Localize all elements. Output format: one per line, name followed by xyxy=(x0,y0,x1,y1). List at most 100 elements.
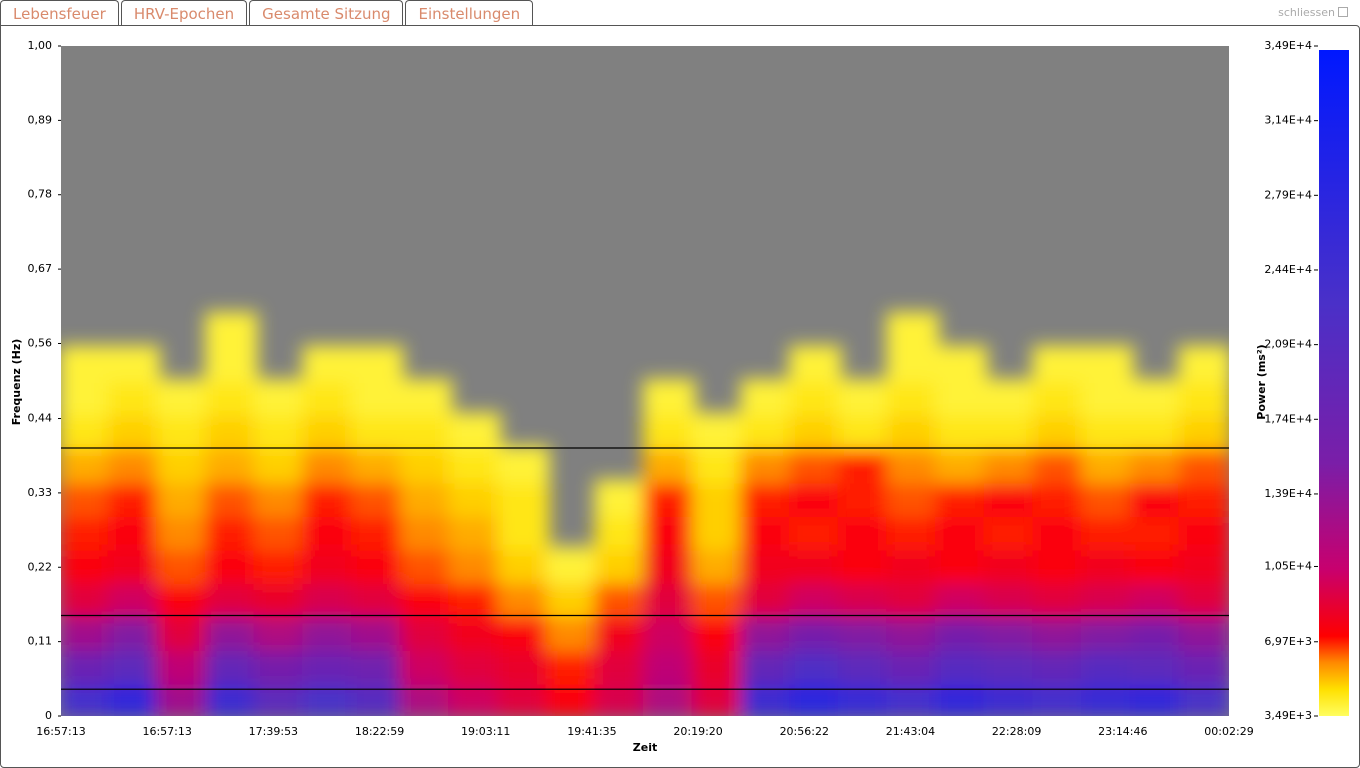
heatmap-cell xyxy=(1081,546,1134,584)
heatmap-cell xyxy=(740,479,793,517)
heatmap-cell xyxy=(156,446,209,484)
heatmap-cell xyxy=(156,379,209,417)
heatmap-cell xyxy=(107,546,161,584)
x-tick-label: 20:19:20 xyxy=(673,725,722,738)
heatmap-cell xyxy=(983,446,1037,484)
tab[interactable]: Lebensfeuer xyxy=(0,0,119,25)
heatmap-cell xyxy=(643,613,696,651)
heatmap-cell xyxy=(1081,412,1134,450)
heatmap-cell xyxy=(789,345,842,383)
heatmap-cell xyxy=(789,446,842,484)
heatmap-cell xyxy=(643,412,696,450)
heatmap-cell xyxy=(789,513,842,551)
heatmap-cell xyxy=(497,580,550,618)
heatmap-cell xyxy=(1032,345,1085,383)
heatmap-cell xyxy=(643,647,696,685)
y-tick-label: 0,78 xyxy=(28,188,53,201)
heatmap-cell xyxy=(61,379,112,417)
heatmap-cell xyxy=(886,580,939,618)
colorbar-tick-label: 1,74E+4 xyxy=(1264,412,1312,425)
heatmap-cell xyxy=(789,412,842,450)
heatmap-cell xyxy=(351,680,404,716)
heatmap-cell xyxy=(497,546,550,584)
heatmap-cell xyxy=(448,580,501,618)
heatmap-cell xyxy=(935,446,988,484)
heatmap-cell xyxy=(61,647,112,685)
heatmap-cell xyxy=(1081,345,1134,383)
heatmap-cell xyxy=(837,613,891,651)
y-axis-label: Frequenz (Hz) xyxy=(10,339,23,426)
close-button[interactable]: schliessen xyxy=(1278,6,1348,19)
heatmap-cell xyxy=(545,613,599,651)
heatmap-cell xyxy=(1081,513,1134,551)
heatmap-cell xyxy=(351,345,404,383)
heatmap-cell xyxy=(205,345,258,383)
heatmap-cell xyxy=(789,580,842,618)
colorbar xyxy=(1319,50,1349,716)
heatmap-cell xyxy=(205,379,258,417)
heatmap-cell xyxy=(253,647,307,685)
heatmap-cell xyxy=(61,412,112,450)
heatmap-cell xyxy=(205,680,258,716)
heatmap-cell xyxy=(935,479,988,517)
heatmap-cell xyxy=(594,546,647,584)
heatmap-cell xyxy=(886,546,939,584)
tab[interactable]: Gesamte Sitzung xyxy=(249,0,404,25)
heatmap-cell xyxy=(1081,379,1134,417)
heatmap-cell xyxy=(448,513,501,551)
heatmap-cell xyxy=(351,412,404,450)
heatmap-cell xyxy=(935,546,988,584)
heatmap-cell xyxy=(1129,680,1183,716)
heatmap-cell xyxy=(351,479,404,517)
heatmap-cell xyxy=(156,647,209,685)
heatmap-cell xyxy=(691,647,745,685)
heatmap-cell xyxy=(643,479,696,517)
heatmap-cell xyxy=(107,345,161,383)
heatmap-cell xyxy=(448,446,501,484)
heatmap-cell xyxy=(448,647,501,685)
heatmap-cell xyxy=(253,580,307,618)
heatmap-cell xyxy=(740,613,793,651)
heatmap-cell xyxy=(1081,680,1134,716)
heatmap-cell xyxy=(789,379,842,417)
heatmap-cell xyxy=(837,446,891,484)
heatmap-cell xyxy=(837,379,891,417)
tab[interactable]: Einstellungen xyxy=(405,0,534,25)
heatmap-cell xyxy=(740,446,793,484)
y-tick-label: 0,56 xyxy=(28,336,53,349)
heatmap-cell xyxy=(1129,613,1183,651)
heatmap-cell xyxy=(253,412,307,450)
heatmap-cell xyxy=(1032,412,1085,450)
heatmap-cell xyxy=(837,412,891,450)
x-tick-label: 16:57:13 xyxy=(36,725,85,738)
heatmap-cell xyxy=(545,546,599,584)
heatmap-cell xyxy=(935,379,988,417)
heatmap-cell xyxy=(497,479,550,517)
heatmap-cell xyxy=(107,580,161,618)
heatmap-cell xyxy=(691,412,745,450)
overlay: 0 0,11 0,22 0,33 0,44 0,56 0,67 0,78 0,89 1,00 16:… xyxy=(28,39,1318,738)
heatmap-cell xyxy=(399,513,453,551)
heatmap-cell xyxy=(886,345,939,383)
heatmap-cell xyxy=(205,412,258,450)
heatmap-cell xyxy=(1081,446,1134,484)
tab[interactable]: HRV-Epochen xyxy=(120,0,248,25)
heatmap-cell xyxy=(448,412,501,450)
x-tick-label: 18:22:59 xyxy=(355,725,404,738)
heatmap-cell xyxy=(935,647,988,685)
heatmap-cell xyxy=(448,680,501,716)
heatmap-cell xyxy=(1129,580,1183,618)
heatmap-cell xyxy=(351,513,404,551)
heatmap-cell xyxy=(1178,479,1229,517)
heatmap-cell xyxy=(837,647,891,685)
heatmap-cell xyxy=(448,479,501,517)
colorbar-tick-label: 2,44E+4 xyxy=(1264,263,1312,276)
y-tick-label: 0,11 xyxy=(28,635,53,648)
heatmap-cell xyxy=(983,379,1037,417)
heatmap-cell xyxy=(205,580,258,618)
heatmap-cell xyxy=(156,513,209,551)
heatmap-cell xyxy=(643,513,696,551)
heatmap-cell xyxy=(886,312,939,350)
heatmap-cell xyxy=(351,613,404,651)
heatmap-cell xyxy=(448,613,501,651)
